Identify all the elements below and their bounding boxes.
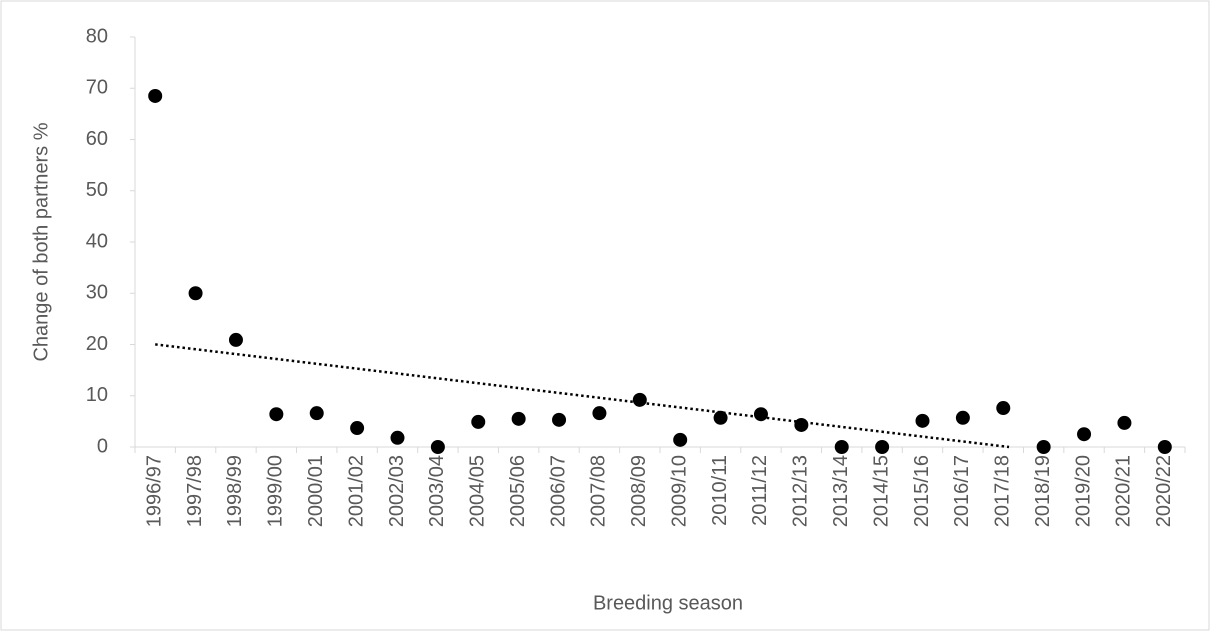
point xyxy=(228,332,243,347)
point xyxy=(350,421,365,436)
y-axis-title: Change of both partners % xyxy=(30,122,52,361)
x-tick-label: 2017/18 xyxy=(992,455,1014,527)
point xyxy=(713,410,728,425)
x-tick-label: 2014/15 xyxy=(870,455,892,527)
point xyxy=(915,413,930,428)
x-tick-label: 2006/07 xyxy=(547,455,569,527)
x-tick-label: 2015/16 xyxy=(911,455,933,527)
point xyxy=(834,440,849,454)
x-tick-label: 2002/03 xyxy=(386,455,408,527)
y-tick-label: 60 xyxy=(86,128,108,150)
y-tick-label: 70 xyxy=(86,77,108,99)
x-tick-label: 1996/97 xyxy=(143,455,165,527)
point xyxy=(188,286,203,301)
x-tick-label: 2011/12 xyxy=(749,455,771,526)
x-tick-label: 2020/21 xyxy=(1113,455,1135,527)
y-tick-label: 80 xyxy=(86,25,108,47)
point xyxy=(955,410,970,425)
x-tick-label: 2001/02 xyxy=(345,455,367,527)
point xyxy=(875,440,890,454)
y-tick-label: 30 xyxy=(86,282,108,304)
x-tick-label: 2003/04 xyxy=(426,455,448,527)
point xyxy=(1157,440,1172,454)
x-tick-label: 2013/14 xyxy=(830,455,852,527)
x-tick-label: 2012/13 xyxy=(790,455,812,527)
x-tick-label: 2009/10 xyxy=(668,455,690,527)
point xyxy=(148,88,163,103)
point xyxy=(673,432,688,447)
x-tick-label: 2005/06 xyxy=(507,455,529,527)
point xyxy=(794,417,809,432)
x-tick-label: 2007/08 xyxy=(588,455,610,527)
x-tick-label: 2019/20 xyxy=(1072,455,1094,527)
point xyxy=(269,407,284,422)
y-tick-label: 50 xyxy=(86,179,108,201)
x-tick-label: 2016/17 xyxy=(951,455,973,527)
x-tick-label: 2018/19 xyxy=(1032,455,1054,527)
x-tick-label: 1998/99 xyxy=(224,455,246,527)
x-tick-label: 2004/05 xyxy=(467,455,489,527)
x-tick-label: 2010/11 xyxy=(709,455,731,526)
point xyxy=(511,411,526,426)
point xyxy=(996,401,1011,416)
point xyxy=(592,406,607,421)
point xyxy=(309,406,324,421)
y-tick-label: 20 xyxy=(86,333,108,355)
x-tick-label: 2000/01 xyxy=(305,455,327,527)
point xyxy=(471,414,486,429)
x-tick-label: 2020/22 xyxy=(1153,455,1175,527)
x-tick-label: 1997/98 xyxy=(184,455,206,527)
y-tick-label: 10 xyxy=(86,384,108,406)
trendline xyxy=(155,343,1010,449)
x-tick-label: 1999/00 xyxy=(265,455,287,527)
point xyxy=(632,392,647,407)
point xyxy=(1036,440,1051,454)
point xyxy=(1077,427,1092,442)
point xyxy=(552,412,567,427)
y-tick-label: 0 xyxy=(97,435,108,457)
point xyxy=(430,440,445,454)
x-tick-label: 2008/09 xyxy=(628,455,650,527)
y-tick-label: 40 xyxy=(86,230,108,252)
point xyxy=(1117,415,1132,430)
point xyxy=(390,430,405,445)
x-axis-title: Breeding season xyxy=(593,592,743,614)
point xyxy=(753,407,768,422)
